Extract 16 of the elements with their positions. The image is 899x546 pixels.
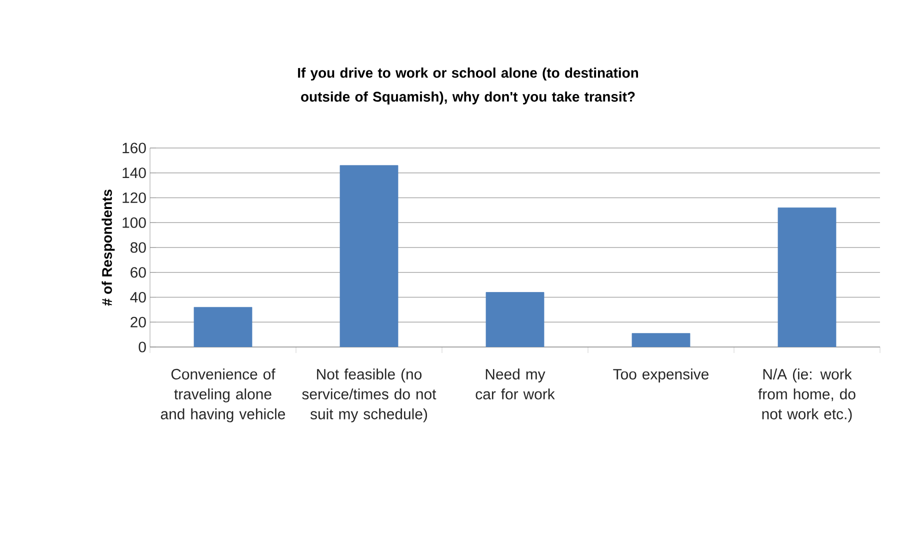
y-tick-label: 20 xyxy=(130,316,146,328)
y-tick-label: 40 xyxy=(130,292,146,303)
x-tick-label: Need my car for work xyxy=(476,368,555,400)
y-tick-label: 140 xyxy=(122,168,146,178)
y-tick-label: 160 xyxy=(122,142,146,154)
y-axis-title: # of Respondents xyxy=(102,190,115,306)
y-tick-label: 60 xyxy=(130,267,146,278)
y-tick-label: 100 xyxy=(122,217,146,228)
chart-title: If you drive to work or school alone (to destination outside of Squamish), why don't you take transit? xyxy=(298,68,638,104)
x-tick-label: Too expensive xyxy=(613,368,708,382)
y-tick-label: 80 xyxy=(130,242,146,253)
x-tick-label: N/A (ie: work from home, do not work etc.) xyxy=(758,368,856,422)
x-tick-label: Not feasible (no service/times do not suit my schedule) xyxy=(302,368,436,422)
x-tick-label: Convenience of traveling alone and having vehicle xyxy=(160,368,286,422)
y-tick-label: 0 xyxy=(138,342,146,352)
y-tick-label: 120 xyxy=(122,192,146,204)
